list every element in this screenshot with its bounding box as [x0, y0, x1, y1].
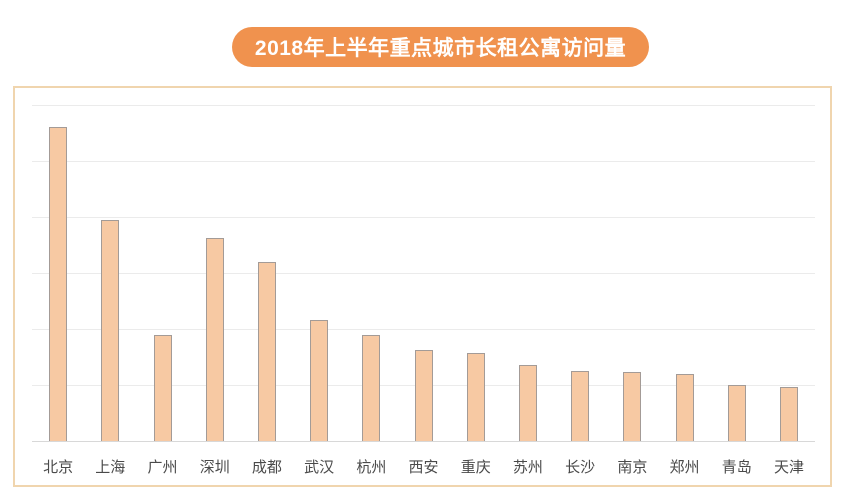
bar	[466, 353, 485, 441]
bar-slot: 南京	[606, 105, 658, 476]
x-axis-label: 重庆	[460, 459, 491, 476]
x-axis-label: 天津	[773, 459, 804, 476]
bar	[153, 335, 172, 441]
x-axis-label: 武汉	[304, 459, 335, 476]
x-axis-label: 青岛	[721, 459, 752, 476]
bar-slot: 广州	[136, 105, 188, 476]
x-axis-label: 苏州	[512, 459, 543, 476]
x-axis-line	[32, 441, 815, 442]
bar	[101, 219, 120, 441]
bar-slot: 武汉	[293, 105, 345, 476]
x-axis-label: 郑州	[669, 459, 700, 476]
gridline	[32, 105, 815, 106]
bar	[623, 372, 642, 441]
bar	[49, 126, 68, 441]
bar	[310, 320, 329, 441]
bar-slot: 苏州	[502, 105, 554, 476]
bar-slot: 郑州	[658, 105, 710, 476]
plot-area: 北京 上海 广州 深圳 成都 武汉 杭州 西安 重庆 苏州 长沙 南京 郑州 青岛 天津	[32, 105, 815, 476]
bar	[257, 261, 276, 441]
gridline	[32, 217, 815, 218]
bar	[414, 349, 433, 441]
x-axis-label: 上海	[95, 459, 126, 476]
bar-slot: 深圳	[189, 105, 241, 476]
x-axis-label: 西安	[408, 459, 439, 476]
chart-title: 2018年上半年重点城市长租公寓访问量	[254, 37, 627, 60]
chart-panel: 北京 上海 广州 深圳 成都 武汉 杭州 西安 重庆 苏州 长沙 南京 郑州 青岛 天津	[13, 86, 832, 487]
bar-slot: 西安	[397, 105, 449, 476]
bar-slot: 上海	[84, 105, 136, 476]
bar-slot: 青岛	[711, 105, 763, 476]
bar	[727, 385, 746, 441]
bar	[779, 387, 798, 441]
x-axis-label: 杭州	[356, 459, 387, 476]
bar-slot: 杭州	[345, 105, 397, 476]
bar	[362, 335, 381, 441]
x-axis-label: 成都	[251, 459, 282, 476]
gridline	[32, 273, 815, 274]
gridline	[32, 329, 815, 330]
bar-slot: 天津	[763, 105, 815, 476]
bar-slot: 重庆	[450, 105, 502, 476]
gridline	[32, 161, 815, 162]
bar	[518, 364, 537, 441]
chart-title-badge: 2018年上半年重点城市长租公寓访问量	[232, 27, 649, 67]
bar-slot: 成都	[241, 105, 293, 476]
bar	[571, 371, 590, 441]
x-axis-label: 南京	[617, 459, 648, 476]
x-axis-label: 北京	[43, 459, 74, 476]
bar	[205, 237, 224, 441]
bar	[675, 373, 694, 441]
bar-slot: 北京	[32, 105, 84, 476]
x-axis-label: 深圳	[199, 459, 230, 476]
x-axis-label: 广州	[147, 459, 178, 476]
bar-slot: 长沙	[554, 105, 606, 476]
bars-row: 北京 上海 广州 深圳 成都 武汉 杭州 西安 重庆 苏州 长沙 南京 郑州 青岛 天津	[32, 105, 815, 476]
x-axis-label: 长沙	[565, 459, 596, 476]
